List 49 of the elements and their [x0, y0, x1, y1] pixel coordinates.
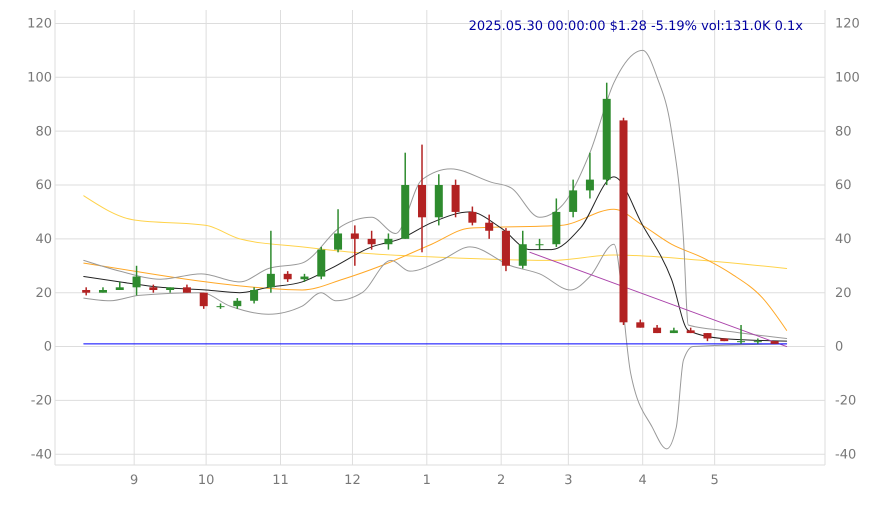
- candlestick: [586, 152, 594, 200]
- candlestick: [233, 297, 242, 310]
- candlestick: [266, 230, 275, 294]
- candlestick: [569, 178, 578, 218]
- candlestick: [368, 230, 376, 250]
- x-tick-label: 2: [497, 473, 506, 488]
- line-series: [83, 195, 788, 269]
- candlestick: [334, 208, 342, 254]
- x-tick-label: 5: [710, 473, 719, 488]
- y-tick-label: 40: [35, 232, 52, 248]
- y2-tick-label: 80: [835, 124, 852, 140]
- y2-tick-label: 120: [835, 16, 860, 32]
- candlestick: [518, 230, 527, 270]
- candlestick: [350, 224, 359, 267]
- candlestick: [384, 232, 392, 250]
- y-tick-label: 20: [35, 286, 52, 301]
- candlestick: [132, 265, 141, 296]
- x-tick-label: 12: [344, 473, 361, 488]
- line-series: [83, 50, 788, 339]
- y-tick-label: 0: [44, 340, 52, 355]
- x-tick-label: 11: [272, 473, 289, 488]
- candlestick: [250, 286, 258, 304]
- x-tick-label: 3: [564, 473, 572, 488]
- y2-tick-label: 20: [835, 286, 852, 301]
- candlestick: [284, 270, 292, 283]
- y2-tick-label: -40: [835, 447, 856, 462]
- candlestick: [737, 324, 746, 345]
- y-tick-label: -20: [30, 394, 52, 409]
- line-series: [83, 208, 788, 331]
- x-tick-label: 9: [130, 473, 138, 488]
- y-tick-label: 60: [35, 178, 52, 194]
- candlestick: [468, 206, 476, 226]
- candlestick: [485, 214, 494, 240]
- x-tick-label: 1: [422, 473, 431, 488]
- x-tick-label: 4: [638, 473, 647, 488]
- y-tick-label: 100: [27, 70, 52, 86]
- candlestick: [536, 238, 544, 250]
- line-series: [83, 176, 788, 342]
- y-tick-label: -40: [30, 447, 52, 462]
- x-tick-label: 10: [198, 473, 214, 488]
- y2-tick-label: 60: [835, 178, 852, 194]
- y2-tick-label: 40: [835, 232, 852, 248]
- y2-tick-label: 100: [835, 70, 860, 86]
- y-tick-label: 120: [27, 16, 52, 32]
- y2-tick-label: -20: [835, 394, 856, 409]
- candlestick: [200, 292, 208, 310]
- y2-tick-label: 0: [835, 340, 844, 355]
- text: 2025.05.30 00:00:00 $1.28 -5.19% vol:131.0K 0.1x: [468, 19, 804, 34]
- y-tick-label: 80: [35, 124, 52, 140]
